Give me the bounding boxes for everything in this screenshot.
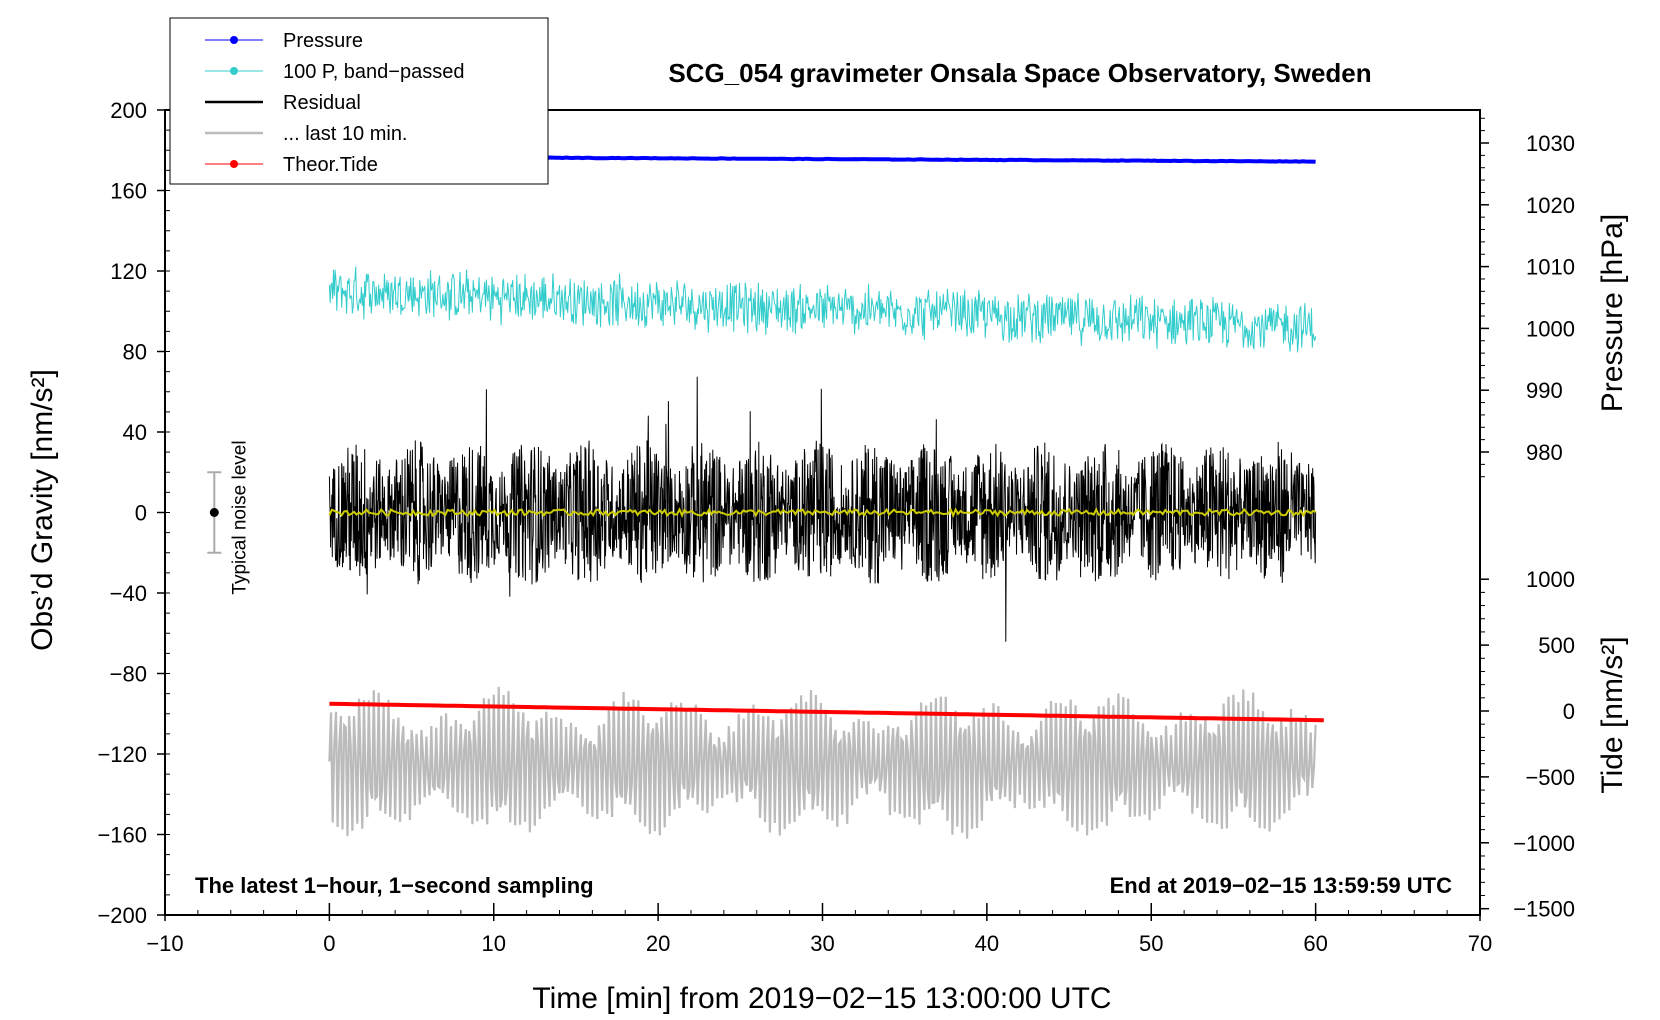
series-last-10-min (328, 686, 1317, 839)
tide-tick-label: 0 (1563, 699, 1575, 724)
tick-layer: −10 0 10 20 30 40 50 60 7020016012080400−40−80−1… (97, 98, 1575, 956)
pressure-tick-label: 990 (1526, 378, 1563, 403)
noise-bar-label: Typical noise level (229, 440, 250, 594)
legend-label: Pressure (283, 30, 363, 52)
y-tick-label: 0 (135, 501, 147, 526)
pressure-tick-label: 1030 (1526, 131, 1575, 156)
legend-label: ... last 10 min. (283, 123, 408, 145)
y-tick-label: 80 (123, 340, 147, 365)
y-axis-label-left: Obs’d Gravity [nm/s²] (26, 369, 59, 651)
noise-bar: Typical noise level (207, 440, 250, 595)
x-tick-label: 30 (810, 931, 834, 956)
pressure-tick-label: 980 (1526, 440, 1563, 465)
x-tick-label: 50 (1139, 931, 1163, 956)
tide-tick-label: −500 (1525, 765, 1575, 790)
x-tick-label: 40 (975, 931, 999, 956)
tide-tick-label: −1500 (1513, 897, 1575, 922)
annotation-end-time: End at 2019−02−15 13:59:59 UTC (1110, 873, 1453, 898)
legend-swatch-marker (230, 67, 238, 75)
x-tick-label: −10 (146, 931, 183, 956)
y-axis-label-pressure: Pressure [hPa] (1596, 214, 1629, 412)
x-tick-label: 70 (1468, 931, 1492, 956)
noise-bar-center-dot (209, 508, 219, 517)
x-tick-label: 10 (482, 931, 506, 956)
y-tick-label: −200 (97, 903, 147, 928)
x-tick-label: 60 (1303, 931, 1327, 956)
series-residual (328, 376, 1317, 642)
series-layer (328, 154, 1324, 839)
legend-label: 100 P, band−passed (283, 61, 464, 83)
annotation-sampling: The latest 1−hour, 1−second sampling (195, 873, 594, 898)
legend-label: Residual (283, 92, 361, 114)
legend-items: Pressure 100 P, band−passed Residual ... la… (205, 30, 464, 176)
series-smoothed-residual (328, 507, 1317, 518)
series-band-passed-pressure (328, 266, 1317, 353)
pressure-tick-label: 1010 (1526, 255, 1575, 280)
y-tick-label: 160 (110, 179, 147, 204)
tide-tick-label: 500 (1538, 633, 1575, 658)
y-tick-label: −40 (110, 581, 147, 606)
y-tick-label: 120 (110, 259, 147, 284)
pressure-tick-label: 1000 (1526, 316, 1575, 341)
pressure-tick-label: 1020 (1526, 193, 1575, 218)
y-axis-label-tide: Tide [nm/s²] (1596, 636, 1629, 793)
chart-title: SCG_054 gravimeter Onsala Space Observat… (668, 58, 1371, 88)
y-tick-label: −80 (110, 662, 147, 687)
x-tick-label: 0 (323, 931, 335, 956)
legend-swatch-marker (230, 36, 238, 44)
series-theoretical-tide (329, 701, 1324, 723)
legend-label: Theor.Tide (283, 154, 378, 176)
legend-swatch-marker (230, 160, 238, 168)
legend: Pressure 100 P, band−passed Residual ... la… (169, 17, 549, 185)
y-tick-label: −120 (97, 742, 147, 767)
x-tick-label: 20 (646, 931, 670, 956)
y-tick-label: 200 (110, 98, 147, 123)
tide-tick-label: 1000 (1526, 567, 1575, 592)
tide-tick-label: −1000 (1513, 831, 1575, 856)
y-tick-label: 40 (123, 420, 147, 445)
y-tick-label: −160 (97, 823, 147, 848)
x-axis-label: Time [min] from 2019−02−15 13:00:00 UTC (532, 982, 1111, 1015)
